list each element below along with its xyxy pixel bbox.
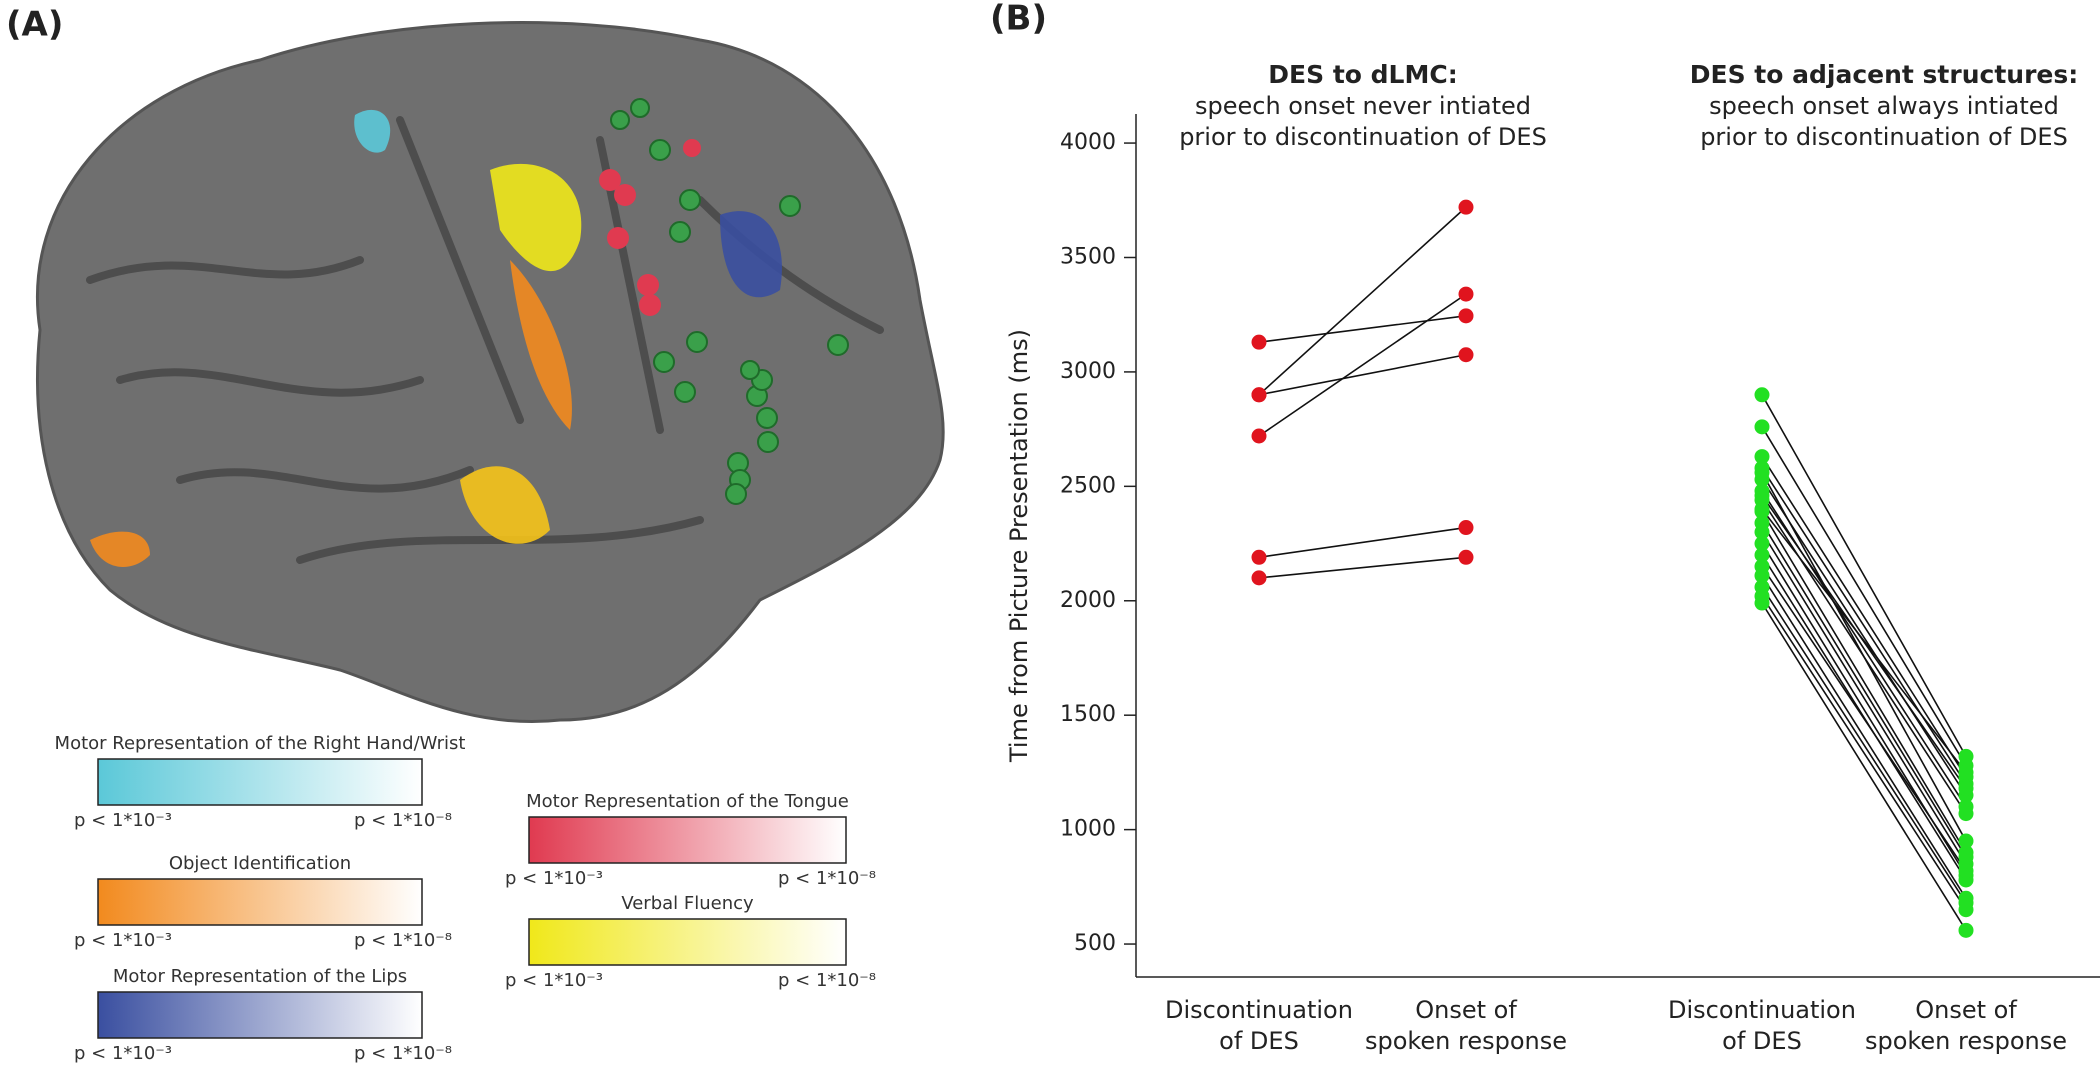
- point: [1754, 595, 1770, 611]
- pair-line: [1761, 602, 1967, 931]
- point: [1458, 347, 1474, 363]
- group-subtitle: prior to discontinuation of DES: [1179, 123, 1547, 151]
- colorbar: [97, 991, 423, 1039]
- x-tick-label: of DES: [1722, 1027, 1802, 1055]
- chart: 500 1000 1500 2000 2500 3000 3500 4000 Time from…: [1005, 60, 2100, 1055]
- colorbar-high-label: p < 1*10⁻⁸: [354, 1043, 452, 1064]
- colorbar-high-label: p < 1*10⁻⁸: [778, 868, 876, 889]
- colorbar-low-label: p < 1*10⁻³: [74, 810, 172, 831]
- point: [1458, 199, 1474, 215]
- point: [1251, 334, 1267, 350]
- pair-line: [1761, 394, 1967, 757]
- y-tick-label: 3500: [1060, 244, 1116, 269]
- pair-line: [1761, 531, 1967, 865]
- y-tick-label: 500: [1074, 931, 1116, 956]
- point: [1958, 806, 1974, 822]
- point: [1754, 387, 1770, 403]
- x-tick-label: spoken response: [1365, 1027, 1567, 1055]
- x-tick-label: spoken response: [1865, 1027, 2067, 1055]
- x-tick-label: Onset of: [1415, 996, 1517, 1024]
- y-tick-label: 1000: [1060, 817, 1116, 842]
- pair-line: [1761, 456, 1967, 778]
- point: [1958, 833, 1974, 849]
- x-tick-label: of DES: [1219, 1027, 1299, 1055]
- pair-line: [1761, 575, 1967, 899]
- y-axis-label: Time from Picture Presentation (ms): [1005, 329, 1033, 763]
- point: [1754, 524, 1770, 540]
- point: [1251, 570, 1267, 586]
- pair-line: [1761, 467, 1967, 785]
- point: [1458, 549, 1474, 565]
- y-tick-label: 4000: [1060, 130, 1116, 155]
- pair-line: [1258, 206, 1467, 396]
- pair-line: [1761, 479, 1967, 796]
- point: [1754, 487, 1770, 503]
- legend-title: Motor Representation of the Lips: [113, 966, 407, 987]
- panel-label: (A): [6, 5, 63, 45]
- group-subtitle: speech onset always intiated: [1709, 92, 2059, 120]
- point: [1458, 520, 1474, 536]
- point: [1754, 449, 1770, 465]
- x-tick-label: Discontinuation: [1165, 996, 1353, 1024]
- pair-line: [1761, 511, 1967, 853]
- colorbar-high-label: p < 1*10⁻⁸: [354, 810, 452, 831]
- pair-line: [1761, 522, 1967, 858]
- pair-line: [1761, 565, 1967, 872]
- y-tick-label: 2500: [1060, 473, 1116, 498]
- point: [1754, 558, 1770, 574]
- y-tick-label: 3000: [1060, 359, 1116, 384]
- point: [1754, 501, 1770, 517]
- panel-label: (B): [990, 0, 1047, 39]
- colorbar: [528, 816, 847, 864]
- pair-line: [1761, 472, 1967, 842]
- pair-line: [1258, 315, 1467, 343]
- pair-line: [1761, 495, 1967, 789]
- colorbar-low-label: p < 1*10⁻³: [74, 930, 172, 951]
- pair-line: [1258, 293, 1467, 437]
- pair-line: [1761, 426, 1967, 766]
- x-tick-label: Discontinuation: [1668, 996, 1856, 1024]
- point: [1958, 780, 1974, 796]
- point: [1251, 387, 1267, 403]
- point: [1958, 922, 1974, 938]
- legend-title: Motor Representation of the Tongue: [526, 791, 849, 812]
- pair-line: [1258, 353, 1467, 396]
- legend-title: Motor Representation of the Right Hand/W…: [55, 733, 466, 754]
- pair-line: [1258, 556, 1467, 579]
- colorbar: [528, 918, 847, 966]
- point: [1251, 549, 1267, 565]
- point: [1754, 419, 1770, 435]
- colorbar-low-label: p < 1*10⁻³: [505, 970, 603, 991]
- pair-line: [1258, 526, 1467, 559]
- colorbar: [97, 878, 423, 926]
- group-subtitle: speech onset never intiated: [1195, 92, 1531, 120]
- point: [1458, 286, 1474, 302]
- colorbar-high-label: p < 1*10⁻⁸: [354, 930, 452, 951]
- group-title: DES to adjacent structures:: [1690, 60, 2079, 89]
- point: [1754, 536, 1770, 552]
- legend: Motor Representation of the Right Hand/W…: [55, 733, 876, 1064]
- x-tick-label: Onset of: [1915, 996, 2017, 1024]
- colorbar-high-label: p < 1*10⁻⁸: [778, 970, 876, 991]
- point: [1458, 308, 1474, 324]
- y-tick-label: 1500: [1060, 702, 1116, 727]
- point: [1958, 863, 1974, 879]
- legend-title: Verbal Fluency: [621, 893, 754, 914]
- colorbar-low-label: p < 1*10⁻³: [505, 868, 603, 889]
- point: [1251, 428, 1267, 444]
- pair-line: [1761, 586, 1967, 904]
- point: [1754, 547, 1770, 563]
- colorbar-low-label: p < 1*10⁻³: [74, 1043, 172, 1064]
- pair-line: [1761, 595, 1967, 911]
- point: [1958, 764, 1974, 780]
- point: [1754, 465, 1770, 481]
- group-subtitle: prior to discontinuation of DES: [1700, 123, 2068, 151]
- y-tick-label: 2000: [1060, 588, 1116, 613]
- group-title: DES to dLMC:: [1268, 60, 1457, 89]
- colorbar: [97, 758, 423, 806]
- point: [1958, 902, 1974, 918]
- legend-title: Object Identification: [169, 853, 351, 874]
- brain-illustration: [35, 21, 945, 724]
